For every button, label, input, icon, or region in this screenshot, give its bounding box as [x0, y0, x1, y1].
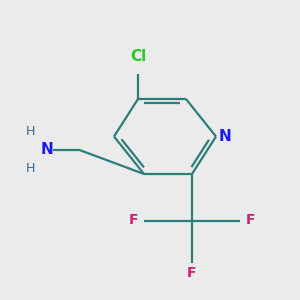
- Text: F: F: [187, 266, 197, 280]
- Text: N: N: [219, 129, 231, 144]
- Text: H: H: [25, 125, 35, 139]
- Text: F: F: [246, 214, 255, 227]
- Text: H: H: [25, 161, 35, 175]
- Text: Cl: Cl: [130, 50, 146, 64]
- Text: F: F: [129, 214, 138, 227]
- Text: N: N: [40, 142, 53, 158]
